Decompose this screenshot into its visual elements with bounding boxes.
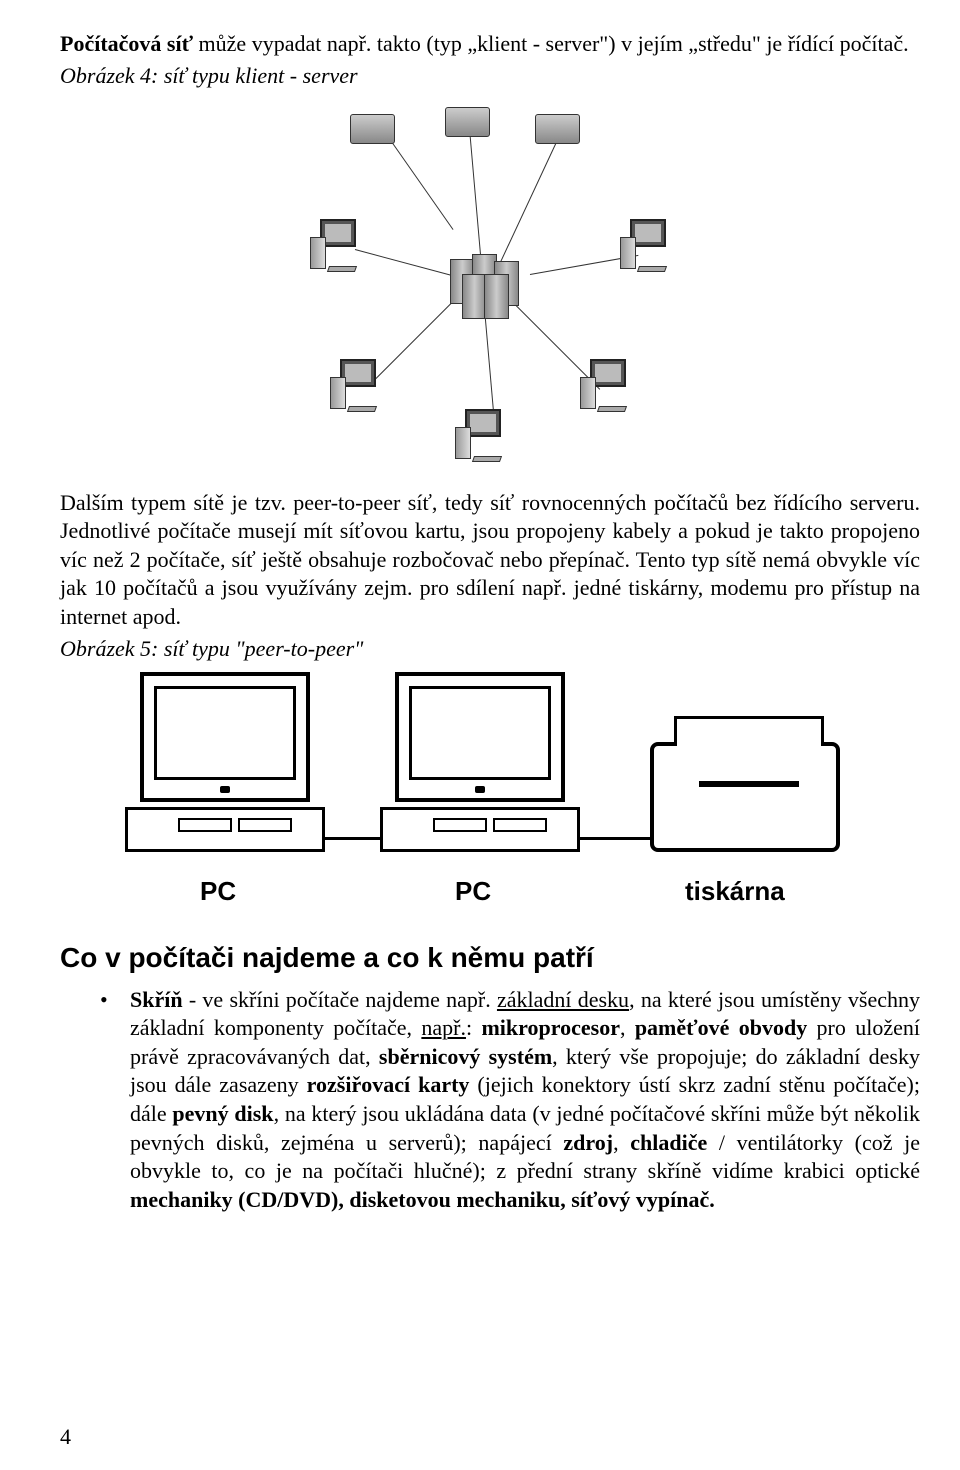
t9: paměťové obvody (635, 1015, 807, 1040)
t3: základní desku (497, 987, 629, 1012)
client-pc-icon (580, 359, 635, 414)
pc-monitor (140, 672, 310, 802)
component-list: Skříň - ve skříni počítače najdeme např.… (60, 986, 920, 1215)
t8: , (620, 1015, 635, 1040)
network-line (375, 294, 461, 380)
figure5-caption: Obrázek 5: síť typu "peer-to-peer" (60, 636, 920, 662)
t7: mikroprocesor (481, 1015, 620, 1040)
pc-base (380, 807, 580, 852)
printer-top (674, 716, 824, 746)
pc-keyboard (472, 456, 502, 462)
t17: zdroj (563, 1130, 613, 1155)
pc-tower (620, 237, 636, 269)
pc-keyboard (327, 266, 357, 272)
para1-bold: Počítačová síť (60, 31, 193, 56)
pc-tower (580, 377, 596, 409)
t18: , (613, 1130, 630, 1155)
t21: mechaniky (CD/DVD), disketovou mechaniku… (130, 1187, 715, 1212)
pc-tower (455, 427, 471, 459)
figure4-container (60, 99, 920, 469)
pc-base (125, 807, 325, 852)
paragraph-peer-to-peer: Dalším typem sítě je tzv. peer-to-peer s… (60, 489, 920, 632)
network-line (390, 139, 454, 230)
printer-icon (445, 107, 490, 137)
server-cluster-icon (450, 249, 530, 319)
pc-monitor (395, 672, 565, 802)
printer-icon (535, 114, 580, 144)
peer-to-peer-diagram: PC PC tiskárna (70, 672, 870, 902)
network-line (470, 134, 481, 254)
t11: sběrnicový systém (379, 1044, 552, 1069)
figure4-caption: Obrázek 4: síť typu klient - server (60, 63, 920, 89)
pc-keyboard (347, 406, 377, 412)
paragraph-intro: Počítačová síť může vypadat např. takto … (60, 30, 920, 59)
client-pc-icon (310, 219, 365, 274)
t13: rozšiřovací karty (307, 1072, 470, 1097)
list-item-skrin: Skříň - ve skříni počítače najdeme např.… (100, 986, 920, 1215)
printer-label: tiskárna (685, 876, 785, 907)
pc-large-icon (380, 672, 580, 852)
pc-keyboard (637, 266, 667, 272)
t1: Skříň (130, 987, 183, 1012)
t6: : (466, 1015, 481, 1040)
client-pc-icon (455, 409, 510, 464)
pc-tower (310, 237, 326, 269)
pc-label: PC (455, 876, 491, 907)
server-box (484, 274, 509, 319)
figure5-container: PC PC tiskárna (60, 672, 920, 902)
printer-slot (699, 781, 799, 787)
client-pc-icon (330, 359, 385, 414)
t5: např. (421, 1015, 466, 1040)
t19: chladiče (630, 1130, 707, 1155)
client-server-diagram (270, 99, 710, 469)
printer-icon (350, 114, 395, 144)
section-heading: Co v počítači najdeme a co k němu patří (60, 942, 920, 974)
pc-label: PC (200, 876, 236, 907)
pc-tower (330, 377, 346, 409)
pc-large-icon (125, 672, 325, 852)
printer-large-icon (650, 742, 840, 852)
network-line (355, 249, 452, 276)
para1-rest: může vypadat např. takto (typ „klient - … (193, 31, 909, 56)
client-pc-icon (620, 219, 675, 274)
page-number: 4 (60, 1424, 71, 1450)
t2: - ve skříni počítače najdeme např. (183, 987, 497, 1012)
pc-keyboard (597, 406, 627, 412)
t15: pevný disk (172, 1101, 273, 1126)
